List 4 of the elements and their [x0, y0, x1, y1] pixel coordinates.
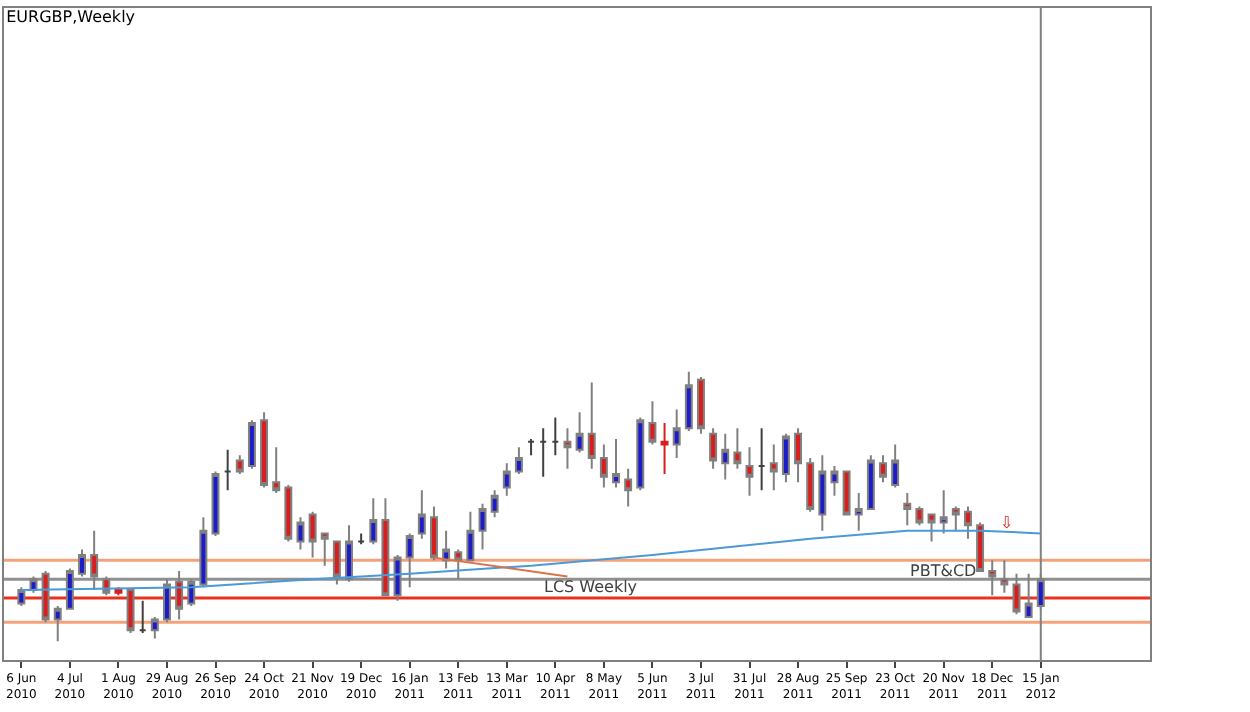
chart-title: EURGBP,Weekly	[6, 7, 136, 26]
annotation: PBT&CD	[910, 562, 977, 580]
annotation: LCS Weekly	[544, 578, 638, 596]
annotation: ⇩	[1000, 514, 1014, 532]
